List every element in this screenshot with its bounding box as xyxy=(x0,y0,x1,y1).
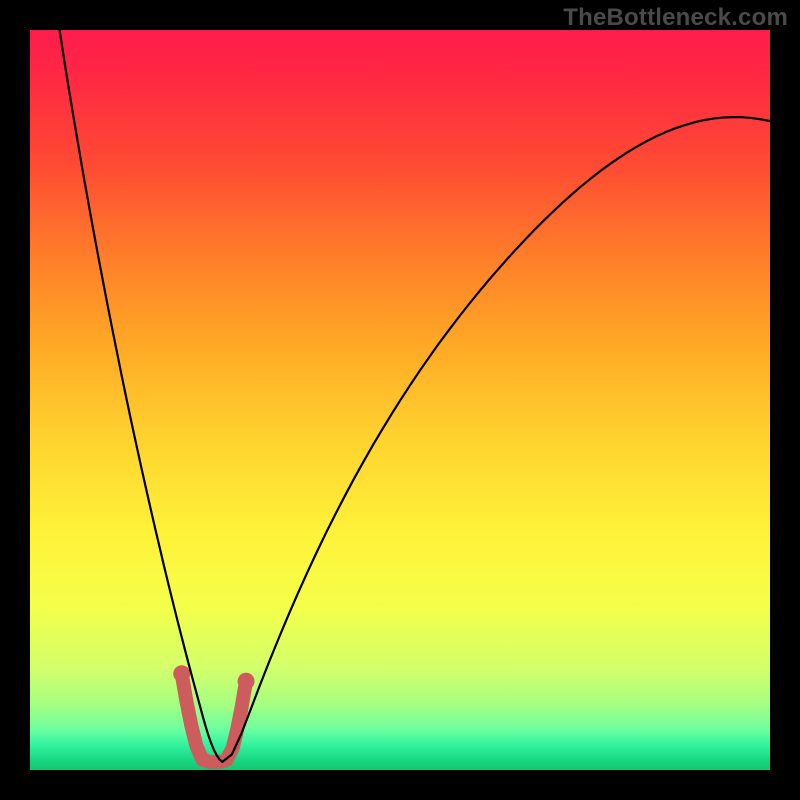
highlight-endpoint-marker xyxy=(238,673,255,690)
highlight-endpoint-marker xyxy=(173,665,190,682)
watermark-text: TheBottleneck.com xyxy=(563,4,788,32)
bottleneck-curve-chart xyxy=(0,0,800,800)
chart-container: TheBottleneck.com xyxy=(0,0,800,800)
